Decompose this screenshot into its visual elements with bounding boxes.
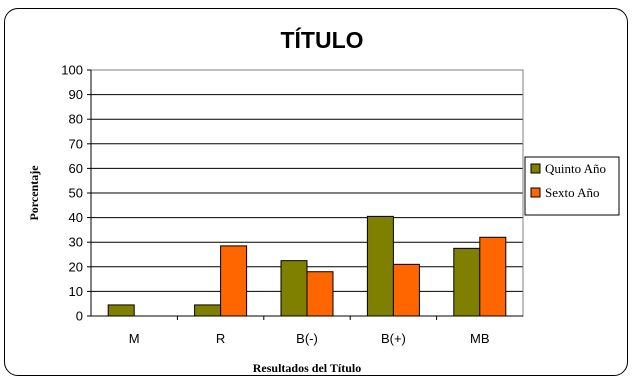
y-axis-title: Porcentaje [27,165,41,221]
x-tick-label: MB [470,331,490,346]
legend: Quinto Año Sexto Año [524,156,620,216]
bar-series-1 [194,304,222,317]
y-tick-label: 20 [69,259,83,274]
y-tick-label: 30 [69,235,83,250]
y-tick-label: 70 [69,136,83,151]
legend-box [524,156,620,216]
y-tick-label: 40 [69,210,83,225]
bar-series-1 [366,215,394,317]
bar-series-2 [479,236,507,317]
y-tick-label: 10 [69,284,83,299]
chart-title: TÍTULO [280,26,363,53]
x-tick-label: B(-) [296,331,318,346]
y-tick-label: 100 [61,63,83,78]
gridlines [91,94,523,292]
legend-label: Quinto Año [545,161,606,176]
legend-swatch [530,187,541,198]
legend-swatch [530,163,541,174]
x-axis-ticks: M R B(-) B(+) MB [129,316,490,346]
y-tick-label: 0 [76,309,83,324]
x-tick-label: R [216,331,225,346]
bar-series-2 [392,263,420,317]
x-tick-label: M [129,331,140,346]
x-axis-title: Resultados del Título [253,361,361,375]
y-axis-ticks: 0 10 20 30 40 50 60 70 80 90 100 [61,63,523,324]
y-tick-label: 50 [69,186,83,201]
bar-series-1 [453,247,481,317]
bar-series-1 [280,260,308,317]
x-tick-label: B(+) [381,331,406,346]
y-tick-label: 60 [69,161,83,176]
y-tick-label: 80 [69,112,83,127]
legend-label: Sexto Año [545,185,600,200]
bar-series-2 [220,245,248,317]
bars [107,215,507,317]
bar-series-1 [107,304,135,317]
y-tick-label: 90 [69,87,83,102]
bar-series-2 [306,271,334,317]
